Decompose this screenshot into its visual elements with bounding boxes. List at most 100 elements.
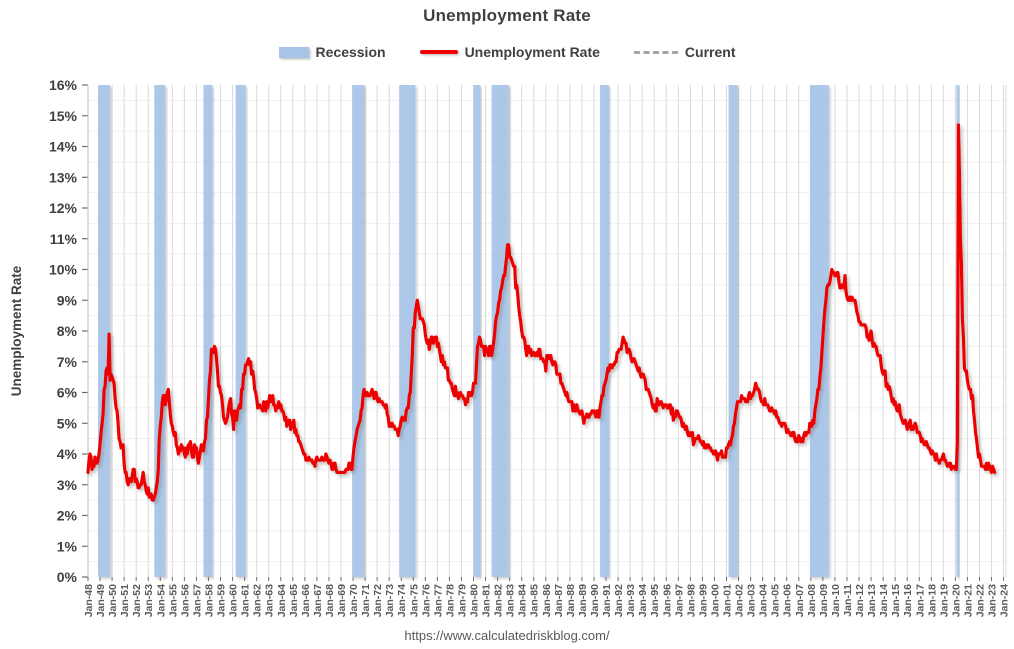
x-tick-label: Jan-02 bbox=[734, 584, 746, 617]
y-tick-label: 10% bbox=[49, 262, 78, 278]
x-tick-label: Jan-74 bbox=[396, 584, 408, 617]
x-tick-label: Jan-88 bbox=[565, 584, 577, 617]
y-tick-label: 16% bbox=[49, 77, 78, 93]
x-tick-label: Jan-58 bbox=[203, 584, 215, 617]
y-tick-label: 3% bbox=[57, 477, 78, 493]
x-tick-label: Jan-92 bbox=[613, 584, 625, 617]
x-tick-label: Jan-62 bbox=[252, 584, 264, 617]
x-tick-label: Jan-06 bbox=[782, 584, 794, 617]
x-tick-label: Jan-24 bbox=[999, 584, 1011, 617]
x-tick-label: Jan-91 bbox=[601, 584, 613, 617]
unemployment-rate-polyline bbox=[86, 123, 997, 502]
y-tick-label: 14% bbox=[49, 139, 78, 155]
x-tick-label: Jan-83 bbox=[505, 584, 517, 617]
x-tick-label: Jan-63 bbox=[264, 584, 276, 617]
x-tick-label: Jan-70 bbox=[348, 584, 360, 617]
x-tick-label: Jan-75 bbox=[408, 584, 420, 617]
x-tick-label: Jan-00 bbox=[709, 584, 721, 617]
x-tick-label: Jan-19 bbox=[938, 584, 950, 617]
x-tick-label: Jan-77 bbox=[432, 584, 444, 617]
x-tick-label: Jan-03 bbox=[746, 584, 758, 617]
x-tick-label: Jan-96 bbox=[661, 584, 673, 617]
y-tick-label: 12% bbox=[49, 200, 78, 216]
page-title: Unemployment Rate bbox=[423, 6, 591, 25]
footer-url: https://www.calculatedriskblog.com/ bbox=[404, 628, 610, 643]
x-tick-label: Jan-50 bbox=[107, 584, 119, 617]
x-tick-label: Jan-14 bbox=[878, 584, 890, 617]
y-axis-title: Unemployment Rate bbox=[9, 265, 24, 396]
x-axis-labels: Jan-48 Jan-49 Jan-50 Jan-51 Jan-52 Jan-53 Jan-… bbox=[83, 584, 1011, 617]
x-tick-label: Jan-53 bbox=[143, 584, 155, 617]
x-tick-label: Jan-72 bbox=[372, 584, 384, 617]
y-tick-label: 11% bbox=[50, 231, 78, 247]
x-tick-label: Jan-10 bbox=[830, 584, 842, 617]
x-tick-label: Jan-61 bbox=[240, 584, 252, 617]
x-tick-label: Jan-71 bbox=[360, 584, 372, 617]
x-tick-label: Jan-13 bbox=[866, 584, 878, 617]
x-tick-label: Jan-23 bbox=[987, 584, 999, 617]
x-tick-label: Jan-87 bbox=[553, 584, 565, 617]
y-tick-label: 4% bbox=[57, 446, 78, 462]
x-tick-label: Jan-51 bbox=[119, 584, 131, 617]
x-tick-label: Jan-11 bbox=[842, 584, 854, 617]
x-tick-label: Jan-48 bbox=[83, 584, 95, 617]
y-tick-label: 15% bbox=[49, 108, 78, 124]
legend-item-recession: Recession bbox=[278, 44, 386, 60]
x-tick-label: Jan-85 bbox=[529, 584, 541, 617]
x-tick-label: Jan-17 bbox=[914, 584, 926, 617]
legend-label-current: Current bbox=[684, 44, 736, 60]
x-tick-label: Jan-81 bbox=[481, 584, 493, 617]
x-tick-label: Jan-04 bbox=[758, 584, 770, 617]
unemployment-rate-line bbox=[86, 123, 997, 502]
x-tick-label: Jan-84 bbox=[517, 584, 529, 617]
legend-label-recession: Recession bbox=[315, 44, 386, 60]
x-tick-label: Jan-69 bbox=[336, 584, 348, 617]
y-tick-label: 9% bbox=[57, 292, 78, 308]
x-tick-label: Jan-79 bbox=[456, 584, 468, 617]
x-tick-label: Jan-68 bbox=[324, 584, 336, 617]
y-tick-label: 6% bbox=[57, 385, 78, 401]
x-tick-label: Jan-56 bbox=[179, 584, 191, 617]
dash-swatch-icon bbox=[633, 50, 678, 54]
x-tick-label: Jan-95 bbox=[649, 584, 661, 617]
x-tick-label: Jan-64 bbox=[276, 584, 288, 617]
x-tick-label: Jan-52 bbox=[131, 584, 143, 617]
x-tick-label: Jan-98 bbox=[685, 584, 697, 617]
y-tick-label: 8% bbox=[57, 323, 78, 339]
x-tick-label: Jan-94 bbox=[637, 584, 649, 617]
x-tick-label: Jan-59 bbox=[216, 584, 228, 617]
y-tick-label: 0% bbox=[57, 569, 78, 585]
x-tick-label: Jan-07 bbox=[794, 584, 806, 617]
x-tick-label: Jan-80 bbox=[469, 584, 481, 617]
x-tick-label: Jan-60 bbox=[228, 584, 240, 617]
x-tick-label: Jan-97 bbox=[673, 584, 685, 617]
x-tick-label: Jan-67 bbox=[312, 584, 324, 617]
x-tick-label: Jan-66 bbox=[300, 584, 312, 617]
chart-legend: Recession Unemployment Rate Current bbox=[0, 44, 1014, 60]
x-tick-label: Jan-90 bbox=[589, 584, 601, 617]
x-tick-label: Jan-08 bbox=[806, 584, 818, 617]
x-tick-label: Jan-22 bbox=[974, 584, 986, 617]
y-axis-labels: 0% 1% 2% 3% 4% 5% 6% 7% 8% 9% 10% 11% 12% 13% 14% 15% 16… bbox=[49, 77, 78, 585]
x-tick-label: Jan-12 bbox=[854, 584, 866, 617]
legend-item-current: Current bbox=[633, 44, 736, 60]
x-tick-label: Jan-18 bbox=[926, 584, 938, 617]
legend-item-unemployment-rate: Unemployment Rate bbox=[419, 44, 600, 60]
y-tick-label: 13% bbox=[49, 169, 78, 185]
x-tick-label: Jan-21 bbox=[962, 584, 974, 617]
x-tick-label: Jan-01 bbox=[722, 584, 734, 617]
x-tick-label: Jan-82 bbox=[493, 584, 505, 617]
y-tick-label: 5% bbox=[57, 415, 78, 431]
y-tick-label: 7% bbox=[57, 354, 78, 370]
x-tick-label: Jan-76 bbox=[420, 584, 432, 617]
x-tick-label: Jan-20 bbox=[950, 584, 962, 617]
x-tick-label: Jan-05 bbox=[770, 584, 782, 617]
legend-label-unemployment-rate: Unemployment Rate bbox=[464, 44, 600, 60]
axis-ticks bbox=[82, 84, 1005, 581]
x-tick-label: Jan-55 bbox=[167, 584, 179, 617]
x-tick-label: Jan-93 bbox=[625, 584, 637, 617]
x-tick-label: Jan-99 bbox=[697, 584, 709, 617]
x-tick-label: Jan-73 bbox=[384, 584, 396, 617]
